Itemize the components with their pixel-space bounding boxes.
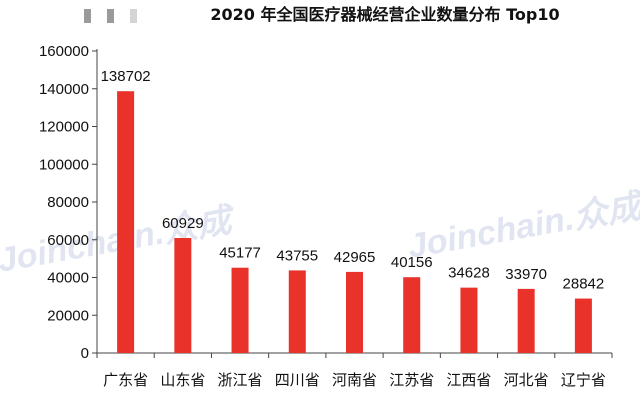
bar	[517, 288, 535, 353]
logo-marks	[84, 8, 153, 27]
x-category-label: 河北省	[504, 371, 549, 389]
bar	[231, 267, 249, 353]
logo-mark	[130, 9, 137, 23]
data-label: 33970	[505, 266, 547, 283]
title-row: 2020 年全国医疗器械经营企业数量分布 Top10	[0, 4, 640, 26]
y-tick-label: 80000	[47, 194, 89, 211]
bar	[288, 270, 306, 353]
data-label: 42965	[334, 249, 376, 266]
logo-mark	[107, 9, 114, 23]
bar	[174, 237, 192, 353]
data-label: 40156	[391, 254, 433, 271]
bar	[117, 91, 135, 353]
watermark: Joinchain.众成	[405, 187, 640, 266]
x-category-label: 辽宁省	[561, 371, 606, 389]
x-category-label: 江苏省	[389, 371, 434, 389]
y-tick-label: 40000	[47, 270, 89, 287]
x-category-label: 广东省	[103, 371, 148, 389]
y-tick-label: 140000	[39, 81, 89, 98]
y-tick-label: 100000	[39, 156, 89, 173]
data-label: 45177	[219, 245, 261, 262]
data-label: 138702	[101, 68, 151, 85]
x-category-label: 河南省	[332, 371, 377, 389]
x-category-label: 浙江省	[218, 371, 263, 389]
data-label: 28842	[563, 276, 605, 293]
x-category-label: 四川省	[275, 371, 320, 389]
bar	[460, 287, 478, 353]
chart-title: 2020 年全国医疗器械经营企业数量分布 Top10	[210, 5, 560, 24]
y-tick-label: 0	[81, 345, 89, 362]
y-tick-label: 160000	[39, 43, 89, 60]
bars	[117, 91, 592, 353]
data-labels: 138702 广东省 60929 山东省 45177 浙江省 43755 四川省 42965 河南…	[101, 68, 606, 389]
x-category-label: 山东省	[160, 371, 205, 389]
x-category-label: 江西省	[446, 371, 491, 389]
bar	[403, 277, 421, 353]
y-tick-label: 60000	[47, 232, 89, 249]
bar	[574, 298, 592, 353]
y-tick-label: 120000	[39, 119, 89, 136]
logo-mark	[84, 9, 91, 23]
bar	[346, 271, 363, 353]
data-label: 34628	[448, 265, 490, 282]
y-tick-label: 20000	[47, 307, 89, 324]
data-label: 43755	[276, 247, 318, 264]
data-label: 60929	[162, 215, 204, 232]
